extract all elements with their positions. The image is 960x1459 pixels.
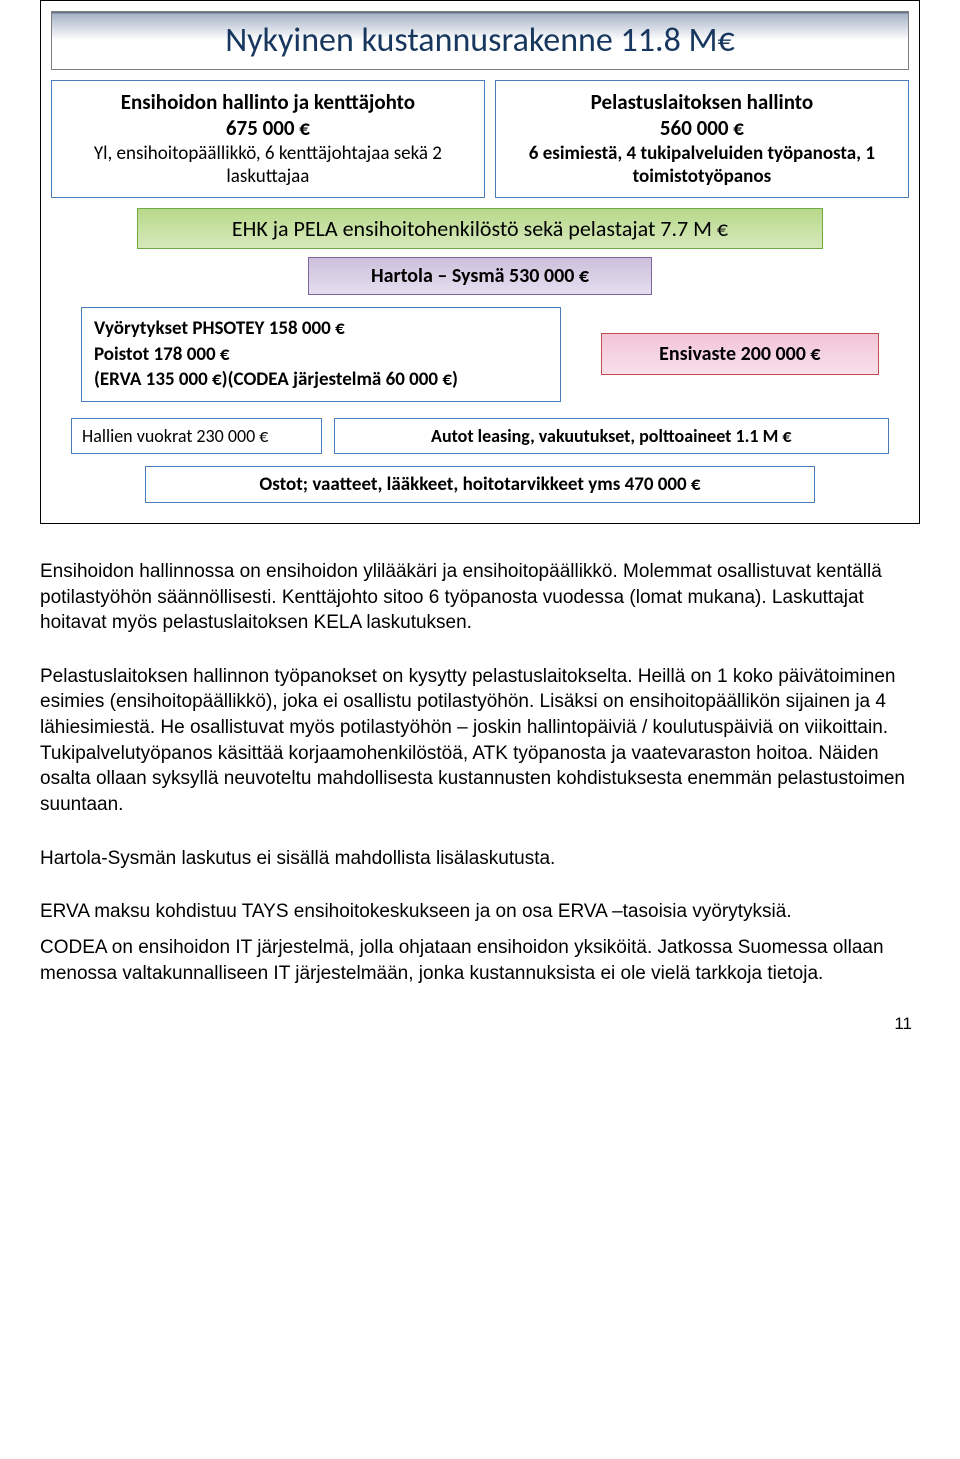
pelastus-admin-box: Pelastuslaitoksen hallinto 560 000 € 6 e… xyxy=(495,80,909,198)
left-amount: 675 000 € xyxy=(62,115,474,141)
right-detail: 6 esimiestä, 4 tukipalveluiden työpanost… xyxy=(506,142,898,190)
body-text-section: Ensihoidon hallinnossa on ensihoidon yli… xyxy=(40,559,920,986)
paragraph-1: Ensihoidon hallinnossa on ensihoidon yli… xyxy=(40,559,920,636)
diagram-title-box: Nykyinen kustannusrakenne 11.8 M€ xyxy=(51,11,909,70)
paragraph-5: CODEA on ensihoidon IT järjestelmä, joll… xyxy=(40,935,920,986)
allocations-row: Vyörytykset PHSOTEY 158 000 € Poistot 17… xyxy=(81,307,879,402)
paragraph-2: Pelastuslaitoksen hallinnon työpanokset … xyxy=(40,664,920,818)
diagram-title: Nykyinen kustannusrakenne 11.8 M€ xyxy=(64,20,896,61)
purchases-box: Ostot; vaatteet, lääkkeet, hoitotarvikke… xyxy=(145,466,814,503)
admin-row: Ensihoidon hallinto ja kenttäjohto 675 0… xyxy=(51,80,909,198)
hartola-sysma-box: Hartola – Sysmä 530 000 € xyxy=(308,257,651,295)
paragraph-4: ERVA maksu kohdistuu TAYS ensihoitokesku… xyxy=(40,899,920,925)
rent-autos-row: Hallien vuokrat 230 000 € Autot leasing,… xyxy=(71,418,889,454)
hall-rent-box: Hallien vuokrat 230 000 € xyxy=(71,418,322,454)
page-number: 11 xyxy=(894,1014,912,1034)
ensihoito-admin-box: Ensihoidon hallinto ja kenttäjohto 675 0… xyxy=(51,80,485,198)
ensivaste-box: Ensivaste 200 000 € xyxy=(601,333,879,375)
cost-structure-diagram: Nykyinen kustannusrakenne 11.8 M€ Ensiho… xyxy=(40,0,920,524)
personnel-box: EHK ja PELA ensihoitohenkilöstö sekä pel… xyxy=(137,208,823,249)
autos-box: Autot leasing, vakuutukset, polttoaineet… xyxy=(334,418,889,454)
left-detail: Yl, ensihoitopäällikkö, 6 kenttäjohtajaa… xyxy=(62,142,474,190)
paragraph-3: Hartola-Sysmän laskutus ei sisällä mahdo… xyxy=(40,846,920,872)
right-heading: Pelastuslaitoksen hallinto xyxy=(506,89,898,115)
document-page: Nykyinen kustannusrakenne 11.8 M€ Ensiho… xyxy=(0,0,960,1044)
left-heading: Ensihoidon hallinto ja kenttäjohto xyxy=(62,89,474,115)
vyorytykset-box: Vyörytykset PHSOTEY 158 000 € Poistot 17… xyxy=(81,307,561,402)
right-amount: 560 000 € xyxy=(506,115,898,141)
